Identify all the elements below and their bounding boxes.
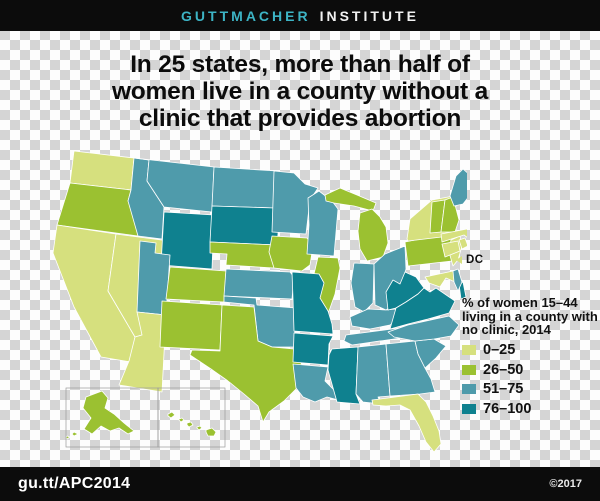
footer-copyright: ©2017 [549, 478, 582, 490]
legend-item-76-100: 76–100 [462, 400, 598, 417]
state-wy: Wyoming — 76–100 [160, 211, 215, 270]
state-co: Colorado — 26–50 [165, 266, 227, 303]
state-nd: North Dakota — 51–75 [211, 166, 278, 209]
title-line-3: clinic that provides abortion [138, 105, 462, 132]
legend-item-26-50: 26–50 [462, 361, 598, 378]
dc-callout: DC [456, 254, 484, 266]
legend-swatch-icon [462, 384, 476, 394]
brand-secondary-text: INSTITUTE [319, 7, 419, 24]
page-title: In 25 states, more than half of women li… [0, 51, 600, 132]
legend-title-line-3: no clinic, 2014 [462, 322, 551, 337]
legend-label: 26–50 [483, 361, 524, 378]
state-mi: Michigan — 26–50 [357, 208, 389, 262]
legend-item-0-25: 0–25 [462, 342, 598, 358]
state-ri: Rhode Island — 0–25 [458, 237, 467, 250]
legend-rows: 0–25 26–50 51–75 76–100 [462, 342, 598, 417]
legend-label: 0–25 [483, 342, 516, 358]
state-md: Maryland — 0–25 [424, 270, 456, 288]
state-va: Virginia — 76–100 [389, 287, 456, 330]
state-ak: Alaska — 26–50 [65, 390, 135, 440]
legend-label: 51–75 [483, 381, 524, 397]
state-al: Alabama — 51–75 [355, 343, 391, 405]
states-layer: Washington — 0–25Oregon — 26–50Californi… [52, 150, 467, 453]
title-line-2: women live in a county without a [111, 78, 489, 105]
state-mo: Missouri — 76–100 [291, 271, 334, 335]
title-line-1: In 25 states, more than half of [130, 51, 470, 78]
legend-item-51-75: 51–75 [462, 381, 598, 397]
state-nc: North Carolina — 51–75 [387, 315, 460, 342]
state-ma: Massachusetts — 0–25 [440, 228, 467, 243]
state-tx: Texas — 26–50 [189, 304, 309, 423]
state-hi: Hawaii — 26–50 [167, 411, 217, 437]
state-me: Maine — 51–75 [449, 168, 467, 207]
brand-primary-text: GUTTMACHER [181, 7, 311, 24]
legend-swatch-icon [462, 345, 476, 355]
state-ks: Kansas — 51–75 [223, 268, 295, 300]
us-choropleth-map: Washington — 0–25Oregon — 26–50Californi… [52, 150, 467, 453]
dc-label: DC [466, 254, 484, 266]
legend-title: % of women 15–44 living in a county with… [462, 296, 598, 337]
legend-label: 76–100 [483, 400, 532, 417]
map-legend: % of women 15–44 living in a county with… [462, 296, 598, 417]
footer-bar: gu.tt/APC2014 ©2017 [0, 467, 600, 501]
header-bar: GUTTMACHER INSTITUTE [0, 0, 600, 31]
state-ar: Arkansas — 76–100 [292, 332, 334, 366]
state-wi: Wisconsin — 51–75 [306, 190, 339, 257]
footer-link[interactable]: gu.tt/APC2014 [18, 475, 131, 492]
state-ia: Iowa — 26–50 [268, 235, 314, 272]
state-nm: New Mexico — 26–50 [159, 300, 223, 351]
brand-logo: GUTTMACHER INSTITUTE [181, 8, 419, 24]
state-la: Louisiana — 51–75 [292, 363, 343, 403]
legend-swatch-icon [462, 403, 476, 414]
legend-title-line-2: living in a county with [462, 308, 598, 324]
dc-pointer-icon [456, 256, 462, 264]
state-de: Delaware — 51–75 [452, 268, 463, 292]
state-ok: Oklahoma — 51–75 [223, 295, 297, 348]
state-sd: South Dakota — 76–100 [209, 205, 281, 246]
legend-swatch-icon [462, 364, 476, 375]
state-in: Indiana — 51–75 [350, 262, 375, 313]
state-fl: Florida — 0–25 [371, 393, 442, 453]
legend-title-line-1: % of women 15–44 [462, 295, 578, 310]
state-ct: Connecticut — 0–25 [441, 240, 461, 258]
hawaii-inset-box [157, 387, 226, 448]
